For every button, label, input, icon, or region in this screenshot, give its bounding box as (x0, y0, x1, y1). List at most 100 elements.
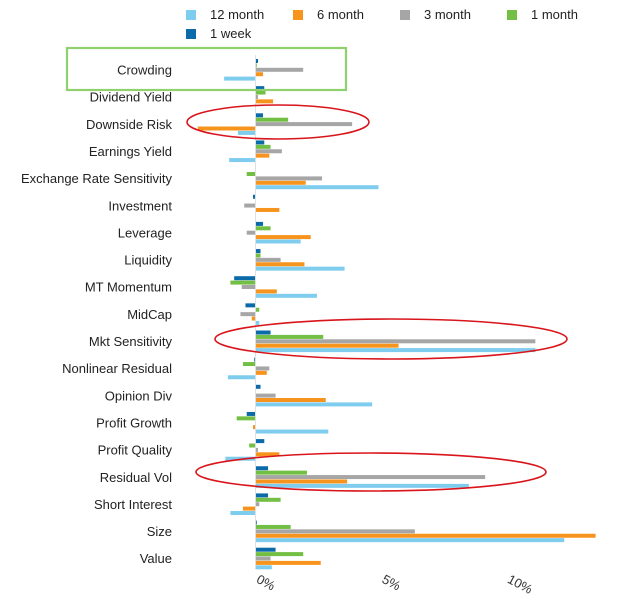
bar-nonlinear-residual-12-month (227, 375, 256, 380)
bar-profit-growth-1-month (236, 416, 256, 421)
category-label-residual-vol: Residual Vol (100, 470, 172, 485)
legend-swatch-1-month (507, 10, 517, 20)
bar-residual-vol-6-month (255, 479, 348, 484)
bar-earnings-yield-1-week (255, 140, 265, 145)
category-labels: Crowding Dividend Yield Downside Risk Earni… (21, 63, 173, 567)
legend-swatch-1-week (186, 29, 196, 39)
bar-group-crowding (224, 59, 304, 81)
bar-opinion-div-12-month (255, 402, 373, 407)
annotations (65, 46, 568, 492)
bar-profit-growth-1-week (246, 411, 256, 416)
bar-downside-risk-6-month (197, 126, 256, 131)
bar-short-interest-3-month (255, 502, 260, 507)
bar-dividend-yield-6-month (255, 99, 274, 104)
bar-group-dividend-yield (255, 86, 274, 104)
bar-group-liquidity (255, 249, 345, 271)
bar-crowding-1-week (255, 59, 259, 63)
bar-liquidity-1-month (255, 253, 261, 258)
category-label-mt-momentum: MT Momentum (85, 280, 172, 295)
x-tick-labels: 0% 5% 10% (254, 571, 535, 597)
bar-short-interest-6-month (242, 506, 256, 511)
bar-size-12-month (255, 538, 565, 543)
legend-label-1-month: 1 month (531, 7, 578, 22)
bar-group-nonlinear-residual (227, 357, 270, 380)
category-label-value: Value (140, 551, 172, 566)
bar-mt-momentum-3-month (241, 285, 256, 289)
circle-annotation-mkt-sensitivity (214, 318, 568, 360)
bar-profit-quality-6-month (255, 452, 280, 457)
bar-mkt-sensitivity-3-month (255, 339, 536, 344)
bar-nonlinear-residual-1-month (242, 362, 256, 367)
bar-size-1-week (255, 520, 257, 525)
bar-group-mt-momentum (230, 276, 317, 298)
category-label-nonlinear-residual: Nonlinear Residual (62, 361, 172, 376)
bar-short-interest-12-month (230, 511, 256, 515)
bar-value-1-month (255, 552, 304, 557)
category-label-exchange-rate-sensitivity: Exchange Rate Sensitivity (21, 171, 173, 186)
category-label-leverage: Leverage (118, 225, 172, 240)
bar-dividend-yield-3-month (255, 94, 259, 99)
bar-dividend-yield-1-month (255, 90, 266, 95)
bar-earnings-yield-1-month (255, 144, 271, 149)
bar-investment-3-month (244, 203, 256, 208)
bar-group-downside-risk (197, 113, 353, 135)
bar-value-12-month (255, 565, 272, 570)
legend-swatch-6-month (293, 10, 303, 20)
category-label-investment: Investment (108, 198, 172, 213)
bar-mt-momentum-1-month (230, 280, 256, 285)
bar-earnings-yield-6-month (255, 153, 270, 158)
bar-nonlinear-residual-1-week (254, 357, 256, 362)
bar-liquidity-12-month (255, 266, 345, 271)
bar-liquidity-6-month (255, 262, 305, 267)
category-label-short-interest: Short Interest (94, 497, 172, 512)
bar-residual-vol-3-month (255, 475, 486, 480)
bar-opinion-div-6-month (255, 398, 326, 402)
bar-group-investment (244, 194, 280, 212)
bar-dividend-yield-1-week (255, 86, 265, 91)
bar-leverage-12-month (255, 239, 301, 244)
x-tick-label-0pct: 0% (254, 571, 278, 593)
bar-group-size (255, 520, 596, 543)
bar-leverage-3-month (246, 230, 256, 235)
circle-annotation-residual-vol (195, 452, 547, 492)
bar-mkt-sensitivity-6-month (255, 343, 399, 348)
bar-profit-quality-3-month (255, 447, 259, 452)
bar-exchange-rate-sensitivity-3-month (255, 176, 323, 181)
bar-mt-momentum-6-month (255, 289, 277, 294)
bar-profit-quality-1-month (249, 443, 256, 448)
category-label-downside-risk: Downside Risk (86, 117, 172, 132)
category-label-profit-growth: Profit Growth (96, 415, 172, 430)
category-label-opinion-div: Opinion Div (105, 388, 173, 403)
bar-nonlinear-residual-3-month (255, 366, 270, 371)
bar-nonlinear-residual-6-month (255, 370, 267, 375)
bar-investment-6-month (255, 207, 280, 212)
bar-value-6-month (255, 560, 321, 565)
bar-size-1-month (255, 524, 291, 529)
bar-opinion-div-1-week (255, 384, 261, 389)
circle-annotation-downside-risk (186, 104, 370, 140)
bar-profit-growth-6-month (252, 425, 256, 430)
bar-downside-risk-12-month (237, 130, 256, 135)
bar-crowding-1-month (255, 63, 257, 68)
bar-investment-1-week (252, 194, 256, 199)
bar-group-mkt-sensitivity (255, 330, 536, 353)
bar-midcap-6-month (251, 316, 256, 321)
bar-downside-risk-1-week (255, 113, 264, 118)
bar-leverage-1-month (255, 226, 271, 231)
bar-midcap-3-month (240, 312, 256, 317)
bar-group-value (255, 547, 321, 570)
x-tick-label-10pct: 10% (505, 571, 535, 597)
category-label-midcap: MidCap (127, 307, 172, 322)
legend-label-12-month: 12 month (210, 7, 264, 22)
bar-midcap-12-month (255, 320, 260, 325)
bar-group-midcap (240, 303, 260, 325)
category-label-crowding: Crowding (117, 63, 172, 78)
bar-leverage-6-month (255, 235, 311, 240)
bar-mkt-sensitivity-1-month (255, 334, 324, 339)
bar-group-short-interest (230, 493, 281, 515)
bar-group-profit-growth (236, 411, 329, 434)
bar-leverage-1-week (255, 221, 264, 226)
bar-short-interest-1-week (255, 493, 269, 498)
legend-label-3-month: 3 month (424, 7, 471, 22)
